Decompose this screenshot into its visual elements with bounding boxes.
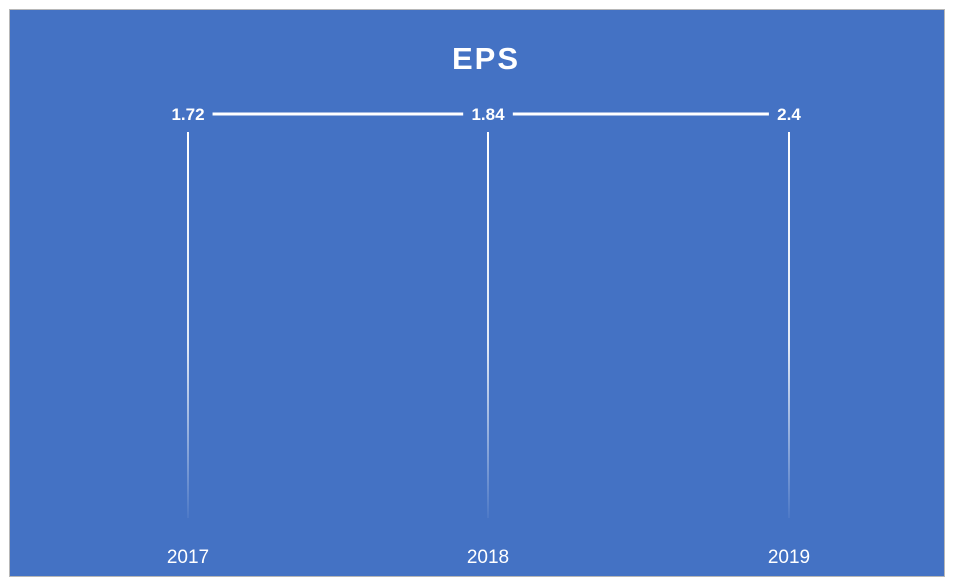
drop-line-2019 (788, 132, 790, 518)
data-label-2017: 1.72 (171, 105, 204, 124)
data-label-2018: 1.84 (471, 105, 505, 124)
chart-title: EPS (452, 41, 520, 76)
drop-line-2017 (187, 132, 189, 518)
x-tick-label-2017: 2017 (167, 547, 209, 568)
data-label-2019: 2.4 (777, 105, 801, 124)
chart-background (10, 10, 944, 576)
chart-area: EPS 1.72 1.84 2.4 2017 2018 2019 (9, 9, 945, 577)
data-labels: 1.72 1.84 2.4 (171, 105, 801, 124)
drop-lines (187, 132, 790, 518)
x-axis-tick-labels: 2017 2018 2019 (167, 547, 810, 568)
drop-line-2018 (487, 132, 489, 518)
eps-chart: EPS 1.72 1.84 2.4 2017 2018 2019 (10, 10, 944, 576)
x-tick-label-2019: 2019 (768, 547, 810, 568)
x-tick-label-2018: 2018 (467, 547, 509, 568)
